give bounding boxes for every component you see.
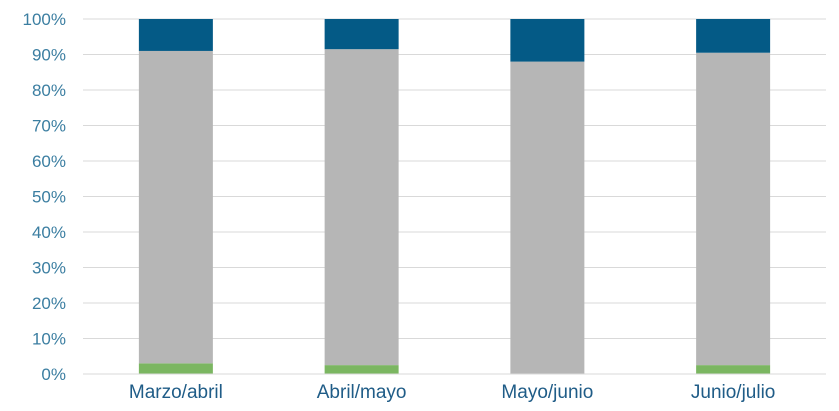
x-category-label: Mayo/junio [501,382,593,403]
y-tick-label: 30% [32,259,66,278]
y-tick-label: 50% [32,188,66,207]
bar-segment-series-2 [138,50,213,364]
bar-segment-series-2 [510,61,585,374]
bar-segment-series-1 [696,365,771,374]
bar-segment-series-1 [138,363,213,374]
bar-segment-series-3 [324,19,399,50]
bar-segment-series-1 [324,365,399,374]
y-tick-label: 60% [32,152,66,171]
x-category-label: Marzo/abril [129,382,223,403]
x-category-label: Junio/julio [691,382,776,403]
y-tick-label: 70% [32,117,66,136]
bar-segment-series-3 [696,19,771,53]
y-tick-label: 100% [23,10,66,29]
x-category-label: Abril/mayo [317,382,407,403]
y-tick-label: 80% [32,81,66,100]
y-tick-label: 10% [32,330,66,349]
bar-segment-series-2 [696,52,771,366]
x-category-labels: Marzo/abril Abril/mayo Mayo/junio Junio/jul… [129,382,775,403]
bar-segment-series-3 [138,19,213,51]
y-tick-labels: 0% 10% 20% 30% 40% 50% 60% 70% 80% 90% 100% [23,10,66,384]
y-tick-label: 90% [32,46,66,65]
bars [138,19,771,374]
bar-segment-series-3 [510,19,585,62]
y-tick-label: 20% [32,294,66,313]
y-tick-label: 40% [32,223,66,242]
bar-segment-series-2 [324,49,399,366]
y-tick-label: 0% [41,365,66,384]
